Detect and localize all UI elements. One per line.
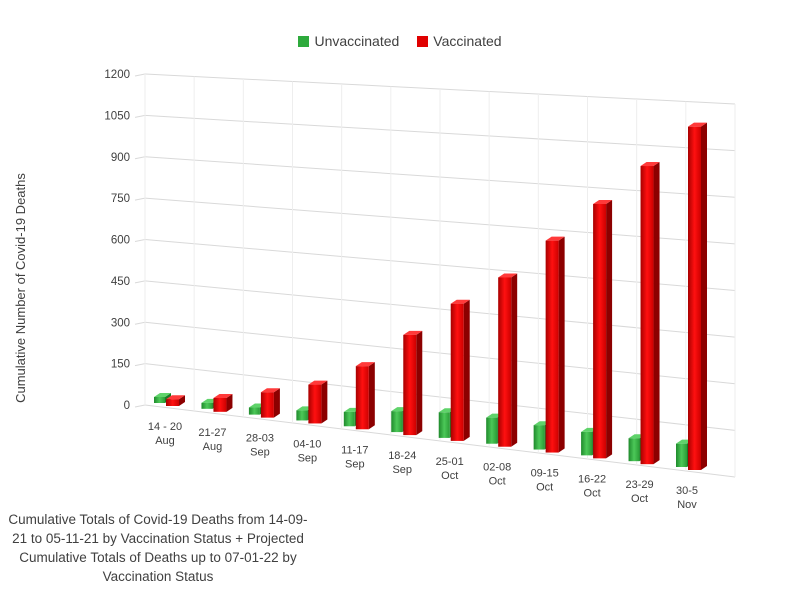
- legend-label-unvaccinated: Unvaccinated: [314, 33, 400, 49]
- y-tick-label: 1200: [104, 69, 130, 81]
- grid-line-depth: [134, 404, 146, 408]
- legend: Unvaccinated Vaccinated: [0, 33, 800, 49]
- bar-vaccinated: [640, 162, 660, 465]
- x-tick-label: 02-08 Oct: [483, 462, 511, 488]
- bar-vaccinated: [213, 393, 233, 412]
- y-tick-label: 750: [111, 193, 130, 205]
- x-tick-label: 18-24 Sep: [388, 450, 416, 476]
- grid-line-depth: [134, 156, 146, 160]
- bar-vaccinated: [498, 273, 518, 447]
- legend-swatch-vaccinated: [417, 35, 429, 47]
- grid-line-depth: [134, 114, 146, 118]
- y-tick-label: 150: [111, 359, 130, 371]
- bar-vaccinated: [355, 362, 375, 430]
- grid-line-depth: [134, 321, 146, 325]
- x-tick-label: 23-29 Oct: [625, 479, 653, 505]
- x-tick-label: 16-22 Oct: [578, 473, 606, 499]
- bar-vaccinated: [403, 330, 423, 436]
- legend-item-vaccinated: Vaccinated: [417, 33, 502, 49]
- x-tick-label: 14 - 20 Aug: [148, 421, 182, 447]
- grid-lines: [134, 73, 736, 478]
- grid-line-depth: [134, 239, 146, 242]
- x-tick-label: 25-01 Oct: [436, 456, 464, 482]
- legend-swatch-unvaccinated: [298, 35, 310, 47]
- y-tick-label: 300: [111, 317, 130, 329]
- grid-line-depth: [134, 73, 146, 77]
- bars: [154, 122, 707, 471]
- x-tick-label: 09-15 Oct: [531, 468, 559, 494]
- y-tick-label: 1050: [104, 110, 130, 122]
- bar-vaccinated: [688, 122, 707, 471]
- y-axis-ticks: 0 150 300 450 600 750 900 1050 1200: [104, 69, 130, 412]
- grid-line-depth: [134, 363, 146, 367]
- x-tick-label: 11-17 Sep: [341, 444, 368, 470]
- bar-vaccinated: [166, 395, 185, 406]
- y-tick-label: 600: [111, 235, 130, 247]
- bar-vaccinated: [308, 380, 328, 424]
- bar-vaccinated: [450, 299, 470, 441]
- y-axis-title: Cumulative Number of Covid-19 Deaths: [13, 173, 28, 403]
- bar-vaccinated: [593, 200, 613, 459]
- x-tick-label: 21-27 Aug: [198, 427, 226, 453]
- x-axis-labels: 14 - 20 Aug 21-27 Aug 28-03 Sep 04-10 Sep 11-17 S…: [148, 421, 698, 511]
- grid-line-depth: [134, 197, 146, 201]
- legend-label-vaccinated: Vaccinated: [433, 33, 502, 49]
- grid-line-depth: [134, 280, 146, 284]
- bar-vaccinated: [260, 388, 280, 418]
- legend-item-unvaccinated: Unvaccinated: [298, 33, 399, 49]
- x-tick-label: 28-03 Sep: [246, 433, 274, 459]
- x-tick-label: 04-10 Sep: [293, 438, 321, 464]
- chart-caption: Cumulative Totals of Covid-19 Deaths fro…: [8, 512, 308, 584]
- bar-vaccinated: [545, 236, 565, 453]
- y-tick-label: 0: [124, 400, 130, 412]
- x-tick-label: 30-5 Nov: [676, 485, 698, 511]
- y-tick-label: 900: [111, 152, 130, 164]
- y-tick-label: 450: [111, 276, 130, 288]
